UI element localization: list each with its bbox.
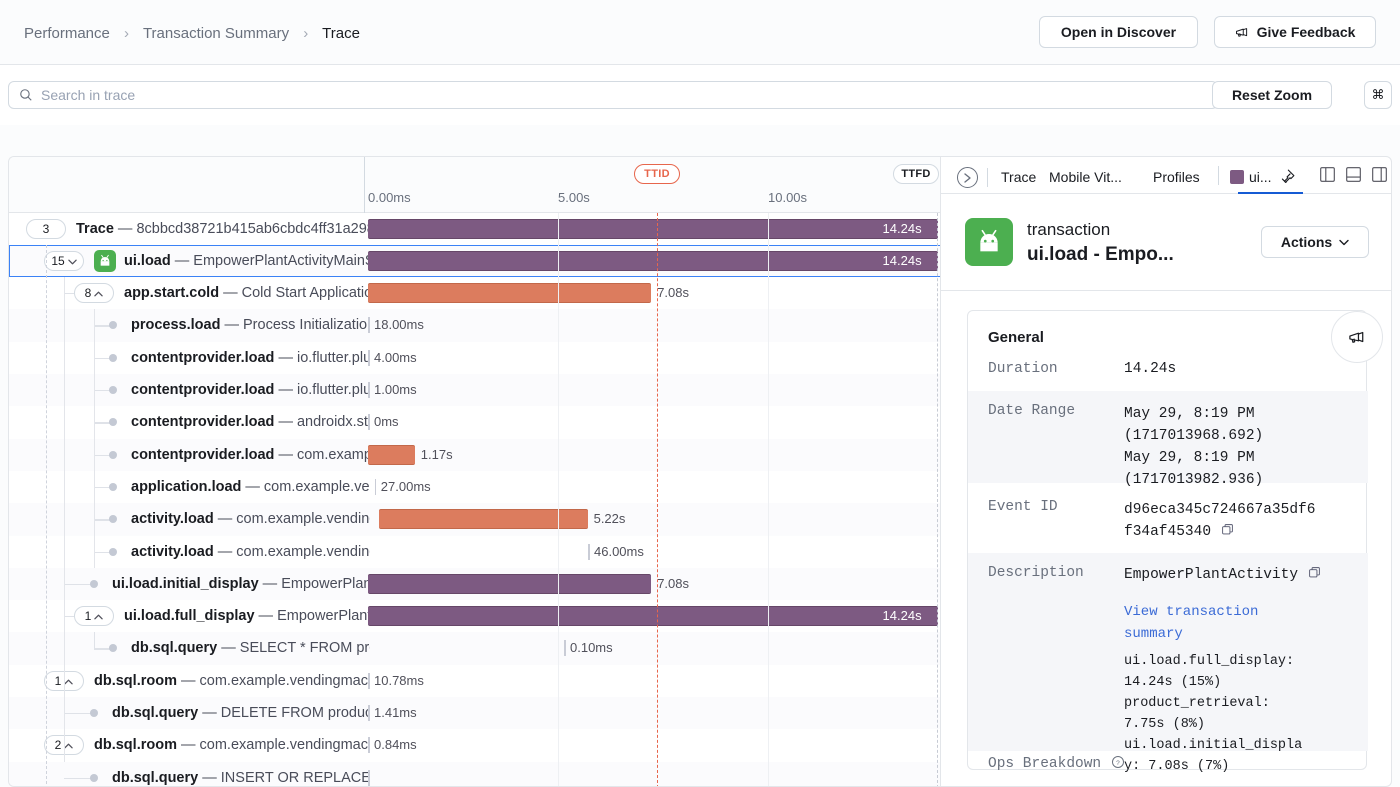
svg-text:?: ? [1116, 760, 1120, 767]
